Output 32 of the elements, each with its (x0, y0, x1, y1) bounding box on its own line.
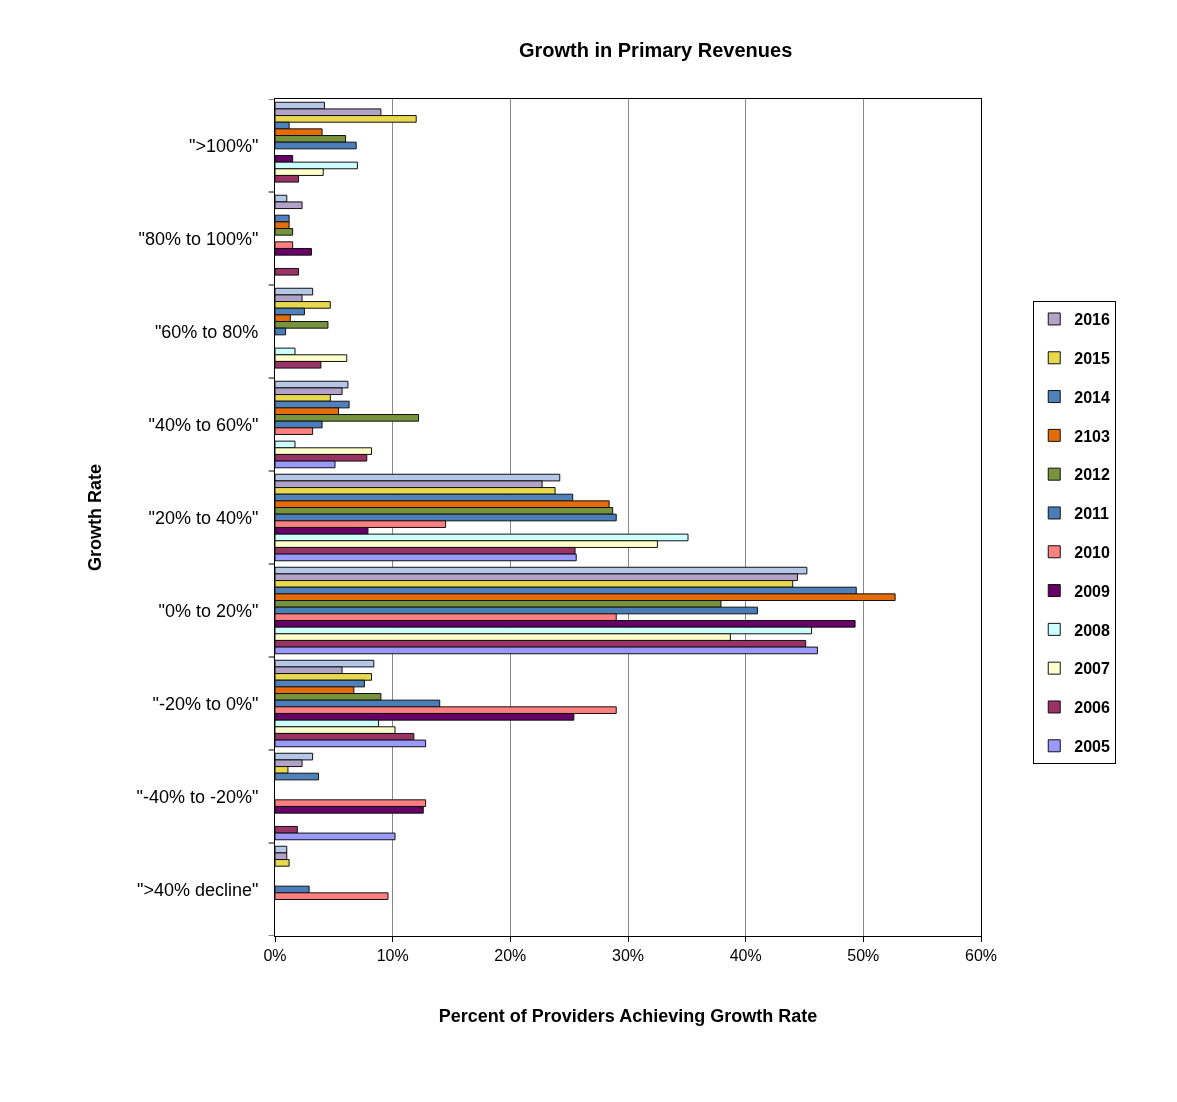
x-tick-label: 60% (964, 947, 998, 965)
x-tick-label: 0% (263, 947, 287, 965)
bar (275, 267, 300, 276)
y-tick-label: ">40% decline" (137, 879, 259, 900)
x-tick-label: 20% (494, 947, 527, 965)
legend-label: 2016 (1074, 311, 1110, 329)
legend-label: 2103 (1074, 427, 1110, 445)
y-tick-label: "-40% to -20%" (136, 786, 259, 807)
legend-label: 2009 (1074, 582, 1110, 600)
y-tick-label: "80% to 100%" (138, 228, 259, 249)
x-axis-title: Percent of Providers Achieving Growth Rate (438, 1006, 818, 1027)
y-axis-title: Growth Rate (84, 463, 105, 572)
legend-label: 2011 (1074, 505, 1110, 523)
legend-label: 2007 (1074, 660, 1110, 678)
legend-label: 2008 (1074, 621, 1110, 639)
y-tick-label: "60% to 80% (154, 321, 259, 342)
x-tick-label: 40% (729, 947, 762, 965)
x-tick-label: 50% (847, 947, 880, 965)
legend-label: 2015 (1074, 350, 1110, 368)
legend-label: 2012 (1074, 466, 1110, 484)
legend-label: 2010 (1074, 544, 1110, 562)
legend-label: 2006 (1074, 699, 1110, 717)
legend-label: 2005 (1074, 738, 1110, 756)
x-tick-label: 10% (376, 947, 409, 965)
y-tick-label: "-20% to 0%" (152, 693, 259, 714)
y-tick-label: "20% to 40%" (148, 507, 259, 528)
y-tick-label: "40% to 60%" (148, 414, 259, 435)
y-tick-label: ">100%" (189, 135, 259, 156)
x-tick-label: 30% (611, 947, 645, 965)
y-tick-label: "0% to 20%" (158, 600, 259, 621)
legend-label: 2014 (1074, 388, 1110, 406)
chart-title: Growth in Primary Revenues (518, 39, 793, 61)
